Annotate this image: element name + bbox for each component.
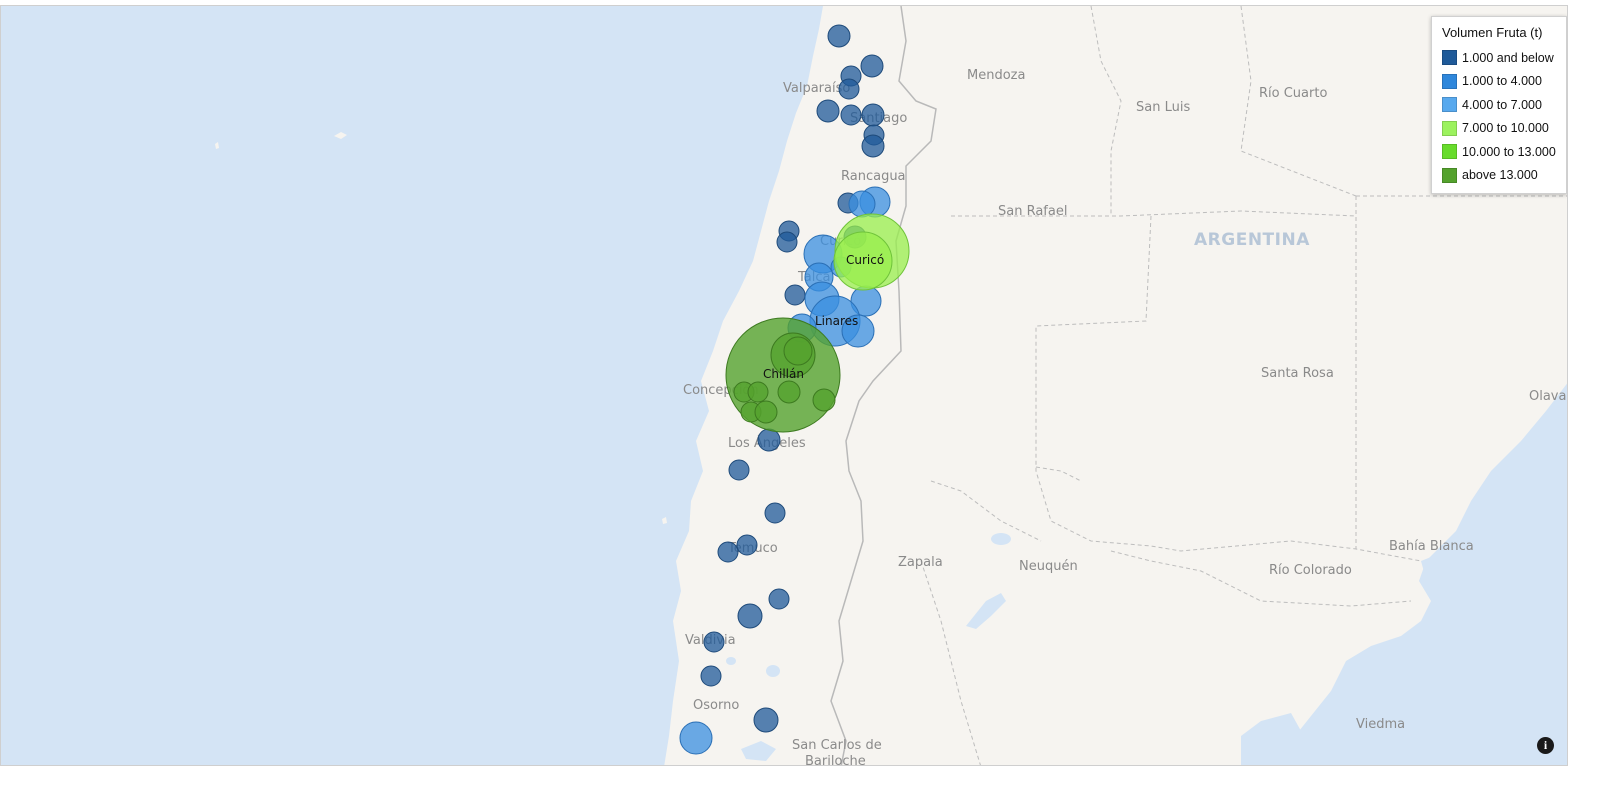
- province-borders: [920, 6, 1567, 765]
- legend-title: Volumen Fruta (t): [1442, 25, 1543, 40]
- data-bubble[interactable]: [783, 336, 813, 366]
- label-osorno: Osorno: [693, 698, 739, 713]
- label-neuquen: Neuquén: [1019, 559, 1078, 574]
- data-bubbles[interactable]: [679, 24, 910, 755]
- data-bubble[interactable]: [812, 388, 836, 412]
- label-mendoza: Mendoza: [967, 68, 1025, 83]
- data-bubble[interactable]: [816, 99, 840, 123]
- label-rio-cuarto: Río Cuarto: [1259, 86, 1327, 101]
- legend-label: 1.000 and below: [1462, 50, 1554, 65]
- legend-swatch: [1442, 120, 1457, 136]
- label-rancagua: Rancagua: [841, 169, 906, 184]
- data-bubble[interactable]: [737, 603, 763, 629]
- label-zapala: Zapala: [898, 555, 943, 570]
- data-bubble[interactable]: [860, 54, 884, 78]
- lake-shape: [766, 665, 780, 677]
- legend-item[interactable]: above 13.000: [1442, 164, 1556, 188]
- lake-shape: [966, 593, 1006, 629]
- bubble-group-above-13000: [725, 317, 841, 433]
- legend-label: 1.000 to 4.000: [1462, 74, 1542, 89]
- data-bubble[interactable]: [768, 588, 790, 610]
- data-bubble[interactable]: [861, 134, 885, 158]
- legend-label: above 13.000: [1462, 168, 1538, 183]
- bay-shape: [1241, 713, 1301, 765]
- label-chillan: Chillán: [763, 367, 804, 381]
- data-bubble[interactable]: [679, 721, 713, 755]
- data-bubble[interactable]: [703, 631, 725, 653]
- island-shape: [334, 132, 347, 139]
- legend-item[interactable]: 1.000 and below: [1442, 46, 1556, 70]
- label-san-luis: San Luis: [1136, 100, 1190, 115]
- map-legend: Volumen Fruta (t) 1.000 and below 1.000 …: [1431, 16, 1567, 194]
- legend-label: 7.000 to 10.000: [1462, 121, 1549, 136]
- label-san-rafael: San Rafael: [998, 204, 1067, 219]
- label-olavarria: Olavarría: [1529, 389, 1568, 404]
- data-bubble[interactable]: [728, 459, 750, 481]
- data-bubble[interactable]: [848, 190, 876, 218]
- legend-swatch: [1442, 73, 1457, 89]
- legend-swatch: [1442, 167, 1457, 183]
- legend-swatch: [1442, 97, 1457, 113]
- data-bubble[interactable]: [861, 103, 885, 127]
- label-viedma: Viedma: [1356, 717, 1405, 732]
- legend-swatch: [1442, 144, 1457, 160]
- data-bubble[interactable]: [776, 231, 798, 253]
- label-bariloche-line2: Bariloche: [805, 754, 866, 766]
- data-bubble[interactable]: [747, 381, 769, 403]
- island-shape: [662, 517, 667, 524]
- legend-label: 10.000 to 13.000: [1462, 144, 1556, 159]
- data-bubble[interactable]: [736, 534, 758, 556]
- info-icon[interactable]: i: [1537, 737, 1554, 754]
- data-bubble[interactable]: [754, 400, 778, 424]
- data-bubble[interactable]: [833, 231, 893, 291]
- map-canvas[interactable]: Valparaíso Santiago Rancagua Mendoza San…: [1, 6, 1568, 766]
- data-bubble[interactable]: [777, 380, 801, 404]
- land-area: [664, 6, 1567, 765]
- bubble-group-1000-below: [700, 24, 885, 733]
- label-argentina: ARGENTINA: [1194, 230, 1310, 250]
- data-bubble[interactable]: [700, 665, 722, 687]
- label-bariloche-line1: San Carlos de: [792, 738, 882, 753]
- lake-shape: [991, 533, 1011, 545]
- international-border: [830, 6, 937, 765]
- label-linares: Linares: [815, 314, 858, 328]
- map-container[interactable]: Valparaíso Santiago Rancagua Mendoza San…: [0, 5, 1568, 766]
- lake-shape: [726, 657, 736, 665]
- data-bubble[interactable]: [838, 78, 860, 100]
- bay-shape: [1421, 553, 1456, 586]
- legend-label: 4.000 to 7.000: [1462, 97, 1542, 112]
- data-bubble[interactable]: [827, 24, 851, 48]
- data-bubble[interactable]: [840, 104, 862, 126]
- legend-item[interactable]: 1.000 to 4.000: [1442, 70, 1556, 94]
- legend-item[interactable]: 7.000 to 10.000: [1442, 117, 1556, 141]
- label-santa-rosa: Santa Rosa: [1261, 366, 1334, 381]
- data-bubble[interactable]: [764, 502, 786, 524]
- label-rio-colorado: Río Colorado: [1269, 563, 1352, 578]
- data-bubble[interactable]: [757, 428, 781, 452]
- bubble-group-7000-10000: [833, 213, 910, 291]
- highlight-labels: Curicó Linares Chillán: [763, 253, 884, 381]
- data-bubble[interactable]: [841, 314, 875, 348]
- label-bahia-blanca: Bahía Blanca: [1389, 539, 1474, 554]
- label-valparaiso: Valparaíso: [783, 81, 850, 96]
- data-bubble[interactable]: [717, 541, 739, 563]
- legend-item[interactable]: 10.000 to 13.000: [1442, 140, 1556, 164]
- label-curico: Curicó: [846, 253, 884, 267]
- data-bubble[interactable]: [753, 707, 779, 733]
- island-shape: [215, 142, 219, 149]
- data-bubble[interactable]: [784, 284, 806, 306]
- legend-item[interactable]: 4.000 to 7.000: [1442, 93, 1556, 117]
- lake-shape: [741, 741, 776, 761]
- legend-swatch: [1442, 50, 1457, 66]
